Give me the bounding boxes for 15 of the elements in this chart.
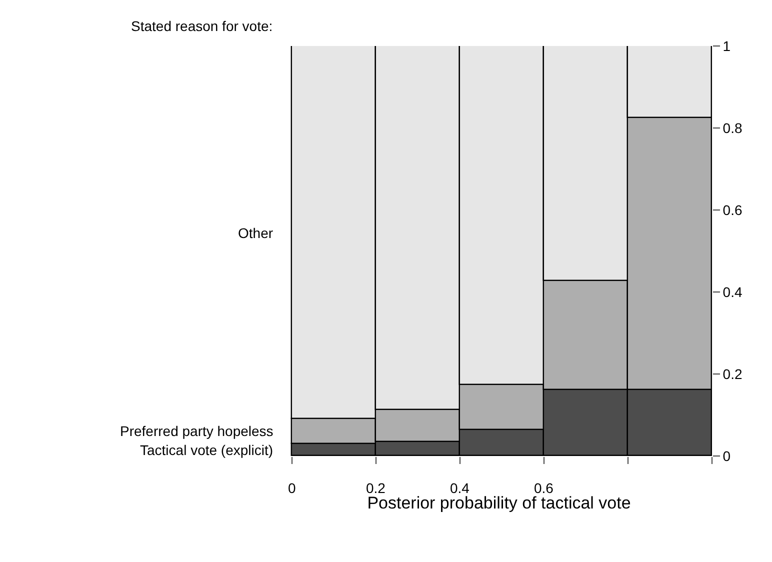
y-tick-label: 0 (722, 448, 731, 464)
y-tick-label: 1 (722, 38, 731, 54)
y-tick-label: 0.4 (722, 284, 742, 300)
y-tick-label: 0.2 (722, 366, 742, 382)
text: 0.6 (534, 480, 554, 496)
series-label: Preferred party hopeless (120, 423, 274, 439)
y-tick-label: 0.6 (722, 202, 742, 218)
text: 0.2 (366, 480, 386, 496)
y-tick-label: 0.8 (722, 120, 742, 136)
text: 0.4 (450, 480, 470, 496)
y-axis-title: Stated reason for vote: (131, 18, 273, 34)
x-axis-title: Posterior probability of tactical vote (367, 493, 631, 512)
series-label: Tactical vote (explicit) (140, 442, 274, 458)
series-label: Other (238, 225, 274, 241)
text: 0 (288, 480, 296, 496)
